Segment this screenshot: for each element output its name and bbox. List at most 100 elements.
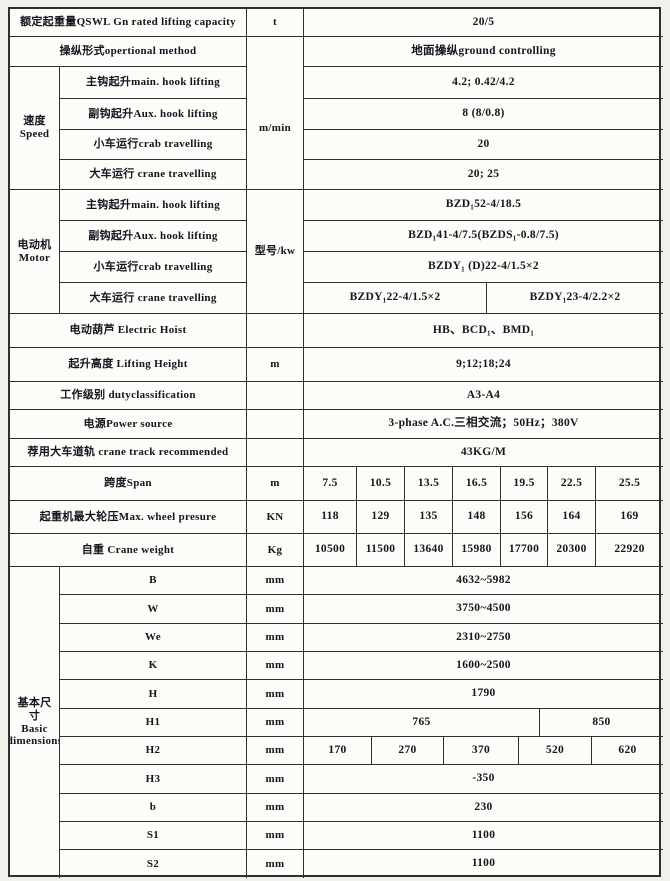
dim-h1-value-left: 765 (304, 709, 540, 737)
dim-value: 1600~2500 (304, 652, 663, 680)
dim-h2-value: 370 (444, 737, 519, 765)
crane-weight-value: 15980 (453, 534, 501, 567)
dim-unit: mm (247, 624, 304, 652)
method-label: 操纵形式opertional method (10, 37, 247, 67)
dim-unit: mm (247, 737, 304, 765)
wheel-pressure-value: 135 (405, 501, 453, 534)
span-value: 25.5 (596, 467, 663, 501)
method-unit (247, 37, 304, 67)
power-row: 电源Power source 3-phase A.C.三相交流；50Hz；380… (10, 410, 663, 439)
crane-weight-value: 17700 (501, 534, 548, 567)
wheel-pressure-value: 118 (304, 501, 357, 534)
speed-row-value: 20; 25 (304, 160, 663, 190)
track-row: 荐用大车道轨 crane track recommended 43KG/M (10, 439, 663, 467)
crane-weight-label: 自重 Crane weight (10, 534, 247, 567)
speed-row-label: 大车运行 crane travelling (60, 160, 247, 190)
speed-group-cell: 速度 Speed (10, 67, 60, 190)
crane-weight-value: 13640 (405, 534, 453, 567)
crane-spec-table: 额定起重量QSWL Gn rated lifting capacity t 20… (8, 7, 663, 878)
dimensions-group-en: dimensions (10, 735, 60, 748)
dim-label: B (60, 567, 247, 595)
motor-group-cell: 电动机 Motor (10, 190, 60, 314)
dim-value: 230 (304, 794, 663, 822)
speed-section: 速度 Speed 主钩起升main. hook lifting 副钩起升Aux.… (10, 67, 663, 190)
wheel-pressure-label: 起重机最大轮压Max. wheel presure (10, 501, 247, 534)
motor-row-label: 副钩起升Aux. hook lifting (60, 221, 247, 252)
speed-unit-cell: m/min (247, 67, 304, 190)
crane-weight-unit: Kg (247, 534, 304, 567)
dimensions-section: 基本尺寸 Basic dimensions B W We K H H1 H2 H… (10, 567, 663, 878)
dim-value: 2310~2750 (304, 624, 663, 652)
dim-unit: mm (247, 567, 304, 595)
dim-unit: mm (247, 850, 304, 878)
motor-group-en: Motor (18, 251, 51, 264)
lifting-height-row: 起升高度 Lifting Height m 9;12;18;24 (10, 348, 663, 382)
motor-row-label: 小车运行crab travelling (60, 252, 247, 283)
span-unit: m (247, 467, 304, 501)
span-value: 22.5 (548, 467, 596, 501)
dim-h2-value: 620 (592, 737, 663, 765)
speed-row-label: 主钩起升main. hook lifting (60, 67, 247, 99)
dim-label: H1 (60, 709, 247, 737)
speed-group-en: Speed (19, 128, 50, 140)
dim-label: S1 (60, 822, 247, 850)
dim-value: 1100 (304, 822, 663, 850)
span-value: 7.5 (304, 467, 357, 501)
speed-row-value: 8 (8/0.8) (304, 99, 663, 130)
dim-label: S2 (60, 850, 247, 878)
dimensions-group-cn: 基本尺寸 (17, 696, 52, 722)
wheel-pressure-row: 起重机最大轮压Max. wheel presure KN 118 129 135… (10, 501, 663, 534)
motor-crane-travel-value-right: BZDY₁23-4/2.2×2 (487, 283, 663, 314)
speed-row-value: 20 (304, 130, 663, 160)
dim-label: W (60, 595, 247, 624)
crane-weight-row: 自重 Crane weight Kg 10500 11500 13640 159… (10, 534, 663, 567)
lifting-height-label: 起升高度 Lifting Height (10, 348, 247, 382)
wheel-pressure-value: 148 (453, 501, 501, 534)
dim-unit: mm (247, 652, 304, 680)
dim-value: 1790 (304, 680, 663, 709)
dim-h2-value: 270 (372, 737, 444, 765)
hoist-value: HB、BCD₁、BMD₁ (304, 314, 663, 348)
dim-label: We (60, 624, 247, 652)
method-row: 操纵形式opertional method 地面操纵ground control… (10, 37, 663, 67)
dim-label: b (60, 794, 247, 822)
speed-row-value: 4.2; 0.42/4.2 (304, 67, 663, 99)
dim-label: H2 (60, 737, 247, 765)
duty-label: 工作级别 dutyclassification (10, 382, 247, 410)
capacity-row: 额定起重量QSWL Gn rated lifting capacity t 20… (10, 9, 663, 37)
lifting-height-unit: m (247, 348, 304, 382)
wheel-pressure-value: 164 (548, 501, 596, 534)
motor-unit-cell: 型号/kw (247, 190, 304, 314)
span-value: 16.5 (453, 467, 501, 501)
speed-group-cn: 速度 (23, 115, 46, 128)
dim-label: K (60, 652, 247, 680)
power-value: 3-phase A.C.三相交流；50Hz；380V (304, 410, 663, 439)
crane-weight-value: 11500 (357, 534, 405, 567)
dim-unit: mm (247, 595, 304, 624)
wheel-pressure-unit: KN (247, 501, 304, 534)
motor-row-label: 主钩起升main. hook lifting (60, 190, 247, 221)
duty-row: 工作级别 dutyclassification A3-A4 (10, 382, 663, 410)
span-value: 13.5 (405, 467, 453, 501)
crane-weight-value: 20300 (548, 534, 596, 567)
capacity-label: 额定起重量QSWL Gn rated lifting capacity (10, 9, 247, 37)
hoist-unit (247, 314, 304, 348)
crane-weight-value: 10500 (304, 534, 357, 567)
motor-row-value: BZD₁52-4/18.5 (304, 190, 663, 221)
dim-label: H3 (60, 765, 247, 794)
dim-value: -350 (304, 765, 663, 794)
dim-unit: mm (247, 765, 304, 794)
dim-unit: mm (247, 709, 304, 737)
track-label: 荐用大车道轨 crane track recommended (10, 439, 247, 467)
speed-row-label: 小车运行crab travelling (60, 130, 247, 160)
capacity-value: 20/5 (304, 9, 663, 37)
dimensions-group-en: Basic (21, 722, 48, 735)
hoist-row: 电动葫芦 Electric Hoist HB、BCD₁、BMD₁ (10, 314, 663, 348)
dim-unit: mm (247, 794, 304, 822)
span-value: 10.5 (357, 467, 405, 501)
motor-group-cn: 电动机 (17, 238, 52, 251)
capacity-unit: t (247, 9, 304, 37)
motor-row-value: BZDY₁ (D)22-4/1.5×2 (304, 252, 663, 283)
speed-row-label: 副钩起升Aux. hook lifting (60, 99, 247, 130)
wheel-pressure-value: 129 (357, 501, 405, 534)
